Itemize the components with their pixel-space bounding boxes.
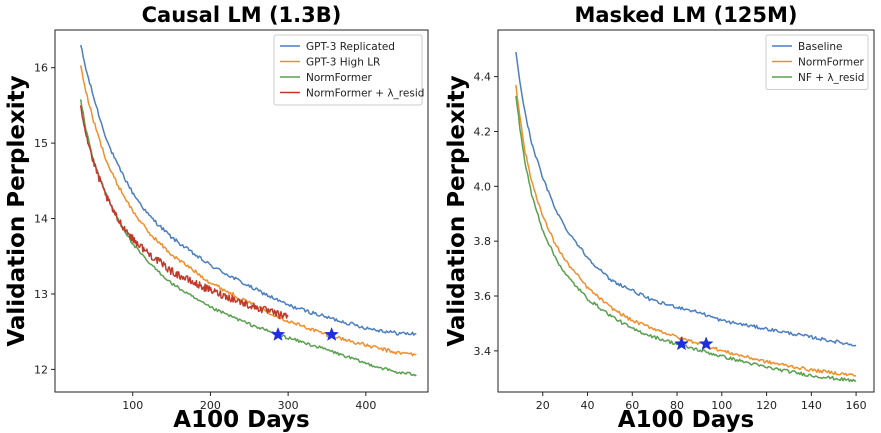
legend-entry-label: GPT-3 Replicated <box>306 41 395 53</box>
y-tick-label: 3.6 <box>474 290 492 303</box>
legend-entry-label: NF + λ_resid <box>798 72 864 84</box>
y-tick-label: 4.0 <box>474 180 492 193</box>
series-line-3 <box>79 99 417 377</box>
x-tick-label: 200 <box>200 399 221 412</box>
star-marker <box>270 326 286 341</box>
y-tick-label: 14 <box>34 213 48 226</box>
y-tick-label: 15 <box>34 137 48 150</box>
y-tick-label: 13 <box>34 288 48 301</box>
series-line-2 <box>515 84 857 377</box>
x-tick-label: 40 <box>581 399 595 412</box>
x-tick-label: 100 <box>711 399 732 412</box>
legend: GPT-3 Replicated GPT-3 High LR NormFormer N… <box>273 34 424 106</box>
chart-title: Causal LM (1.3B) <box>142 3 342 27</box>
x-tick-label: 60 <box>625 399 639 412</box>
x-axis-label: A100 Days <box>618 407 754 433</box>
y-axis-label: Validation Perplexity <box>444 75 470 346</box>
plot-frame <box>54 29 429 393</box>
y-tick-label: 12 <box>34 363 48 376</box>
chart-panel-1: Causal LM (1.3B) 100 200 300 400 12 13 14 15 16 A1… <box>4 3 429 433</box>
legend-box <box>765 34 869 90</box>
series-line-4 <box>79 105 289 320</box>
x-tick-label: 20 <box>536 399 550 412</box>
x-tick-label: 160 <box>846 399 867 412</box>
plot-frame <box>497 29 875 393</box>
legend-entry-label: NormFormer <box>798 56 865 68</box>
y-tick-label: 4.4 <box>474 71 492 84</box>
series-line-3 <box>515 95 857 383</box>
legend: Baseline NormFormer NF + λ_resid <box>765 34 869 90</box>
legend-entry-label: NormFormer <box>306 72 373 84</box>
legend-entry-label: NormFormer + λ_resid <box>306 87 424 99</box>
series-line-2 <box>79 65 417 357</box>
legend-entry-label: GPT-3 High LR <box>306 56 380 68</box>
y-tick-label: 3.8 <box>474 235 492 248</box>
legend-entry-label: Baseline <box>798 41 843 53</box>
chart-title: Masked LM (125M) <box>574 3 797 27</box>
y-tick-label: 3.4 <box>474 345 492 358</box>
star-marker <box>674 336 689 351</box>
star-marker <box>698 336 714 351</box>
x-tick-label: 120 <box>756 399 777 412</box>
x-tick-label: 400 <box>355 399 376 412</box>
star-marker <box>324 326 339 341</box>
chart-panel-2: Masked LM (125M) 20 40 60 80 100 120 140 160 3.4 3… <box>444 3 875 433</box>
x-axis-label: A100 Days <box>173 407 309 433</box>
x-tick-label: 140 <box>801 399 822 412</box>
y-axis-label: Validation Perplexity <box>4 75 30 346</box>
y-tick-label: 4.2 <box>474 125 492 138</box>
legend-box <box>273 34 423 106</box>
x-tick-label: 300 <box>278 399 299 412</box>
series-line-1 <box>515 51 857 347</box>
x-tick-label: 80 <box>670 399 684 412</box>
series-line-1 <box>79 44 417 336</box>
y-tick-label: 16 <box>34 62 48 75</box>
x-tick-label: 100 <box>122 399 143 412</box>
